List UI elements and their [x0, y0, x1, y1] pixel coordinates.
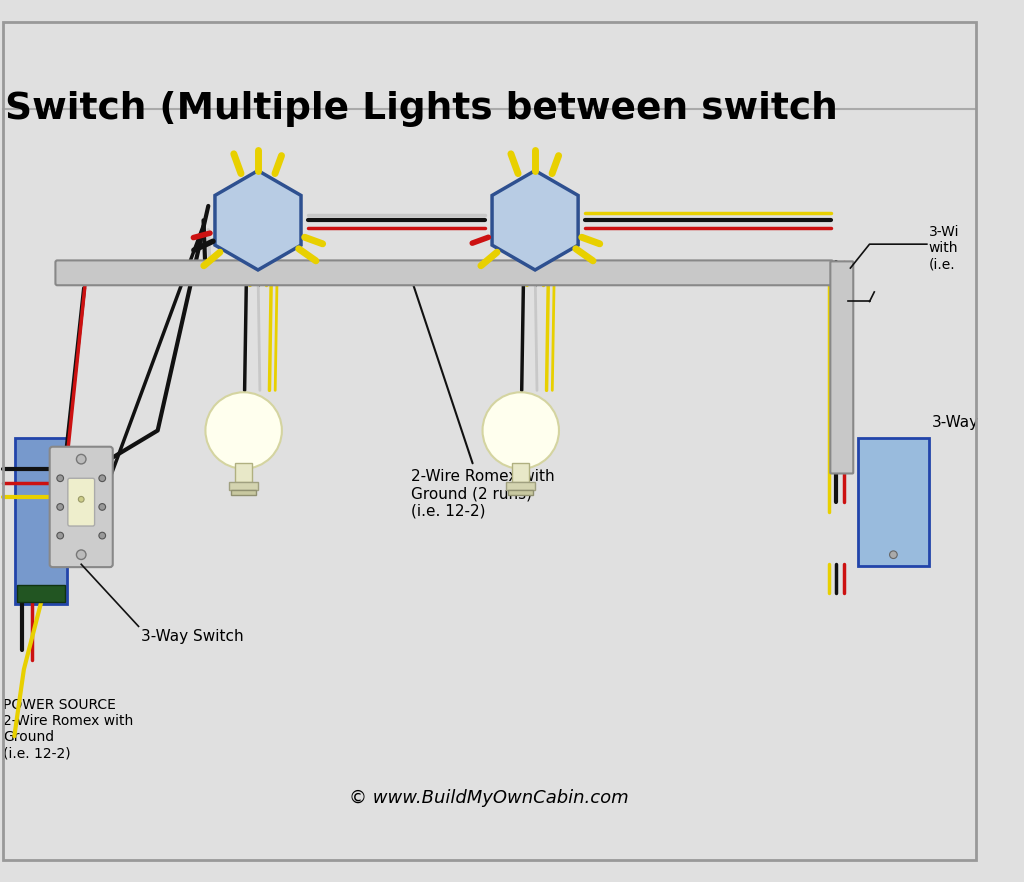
Bar — [231, 490, 256, 496]
Circle shape — [57, 504, 63, 511]
Circle shape — [77, 550, 86, 559]
FancyBboxPatch shape — [830, 261, 853, 474]
Polygon shape — [215, 170, 301, 270]
Bar — [229, 482, 258, 490]
FancyBboxPatch shape — [55, 260, 834, 285]
Circle shape — [77, 454, 86, 464]
Text: POWER SOURCE
2-Wire Romex with
Ground
(i.e. 12-2): POWER SOURCE 2-Wire Romex with Ground (i… — [3, 698, 133, 760]
Bar — [512, 463, 529, 482]
Circle shape — [57, 475, 63, 482]
Bar — [508, 490, 534, 496]
Circle shape — [57, 532, 63, 539]
Bar — [17, 586, 65, 602]
Circle shape — [99, 475, 105, 482]
FancyBboxPatch shape — [858, 438, 929, 566]
Circle shape — [482, 392, 559, 468]
Circle shape — [206, 392, 282, 468]
FancyBboxPatch shape — [15, 438, 67, 604]
Text: 3-Wi
with
(i.e.: 3-Wi with (i.e. — [929, 225, 959, 272]
Bar — [236, 463, 252, 482]
Text: Switch (Multiple Lights between switch: Switch (Multiple Lights between switch — [5, 91, 838, 127]
Text: 3-Way Switch: 3-Way Switch — [141, 629, 244, 644]
Circle shape — [79, 497, 84, 502]
Text: 3-Way: 3-Way — [932, 415, 979, 430]
FancyBboxPatch shape — [68, 478, 94, 526]
FancyBboxPatch shape — [50, 447, 113, 567]
Text: 2-Wire Romex with
Ground (2 runs)
(i.e. 12-2): 2-Wire Romex with Ground (2 runs) (i.e. … — [411, 280, 554, 519]
Text: © www.BuildMyOwnCabin.com: © www.BuildMyOwnCabin.com — [349, 789, 629, 807]
Circle shape — [99, 532, 105, 539]
Circle shape — [99, 504, 105, 511]
Polygon shape — [493, 170, 579, 270]
Circle shape — [890, 551, 897, 558]
Bar — [507, 482, 536, 490]
